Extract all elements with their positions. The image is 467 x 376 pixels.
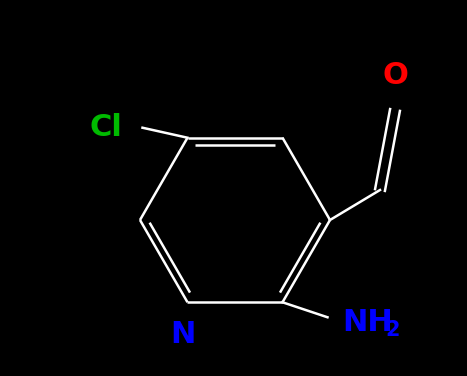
Text: 2: 2 bbox=[385, 320, 400, 340]
Text: N: N bbox=[170, 320, 195, 349]
Text: O: O bbox=[382, 61, 408, 90]
Text: NH: NH bbox=[342, 308, 393, 337]
Text: Cl: Cl bbox=[90, 113, 122, 142]
